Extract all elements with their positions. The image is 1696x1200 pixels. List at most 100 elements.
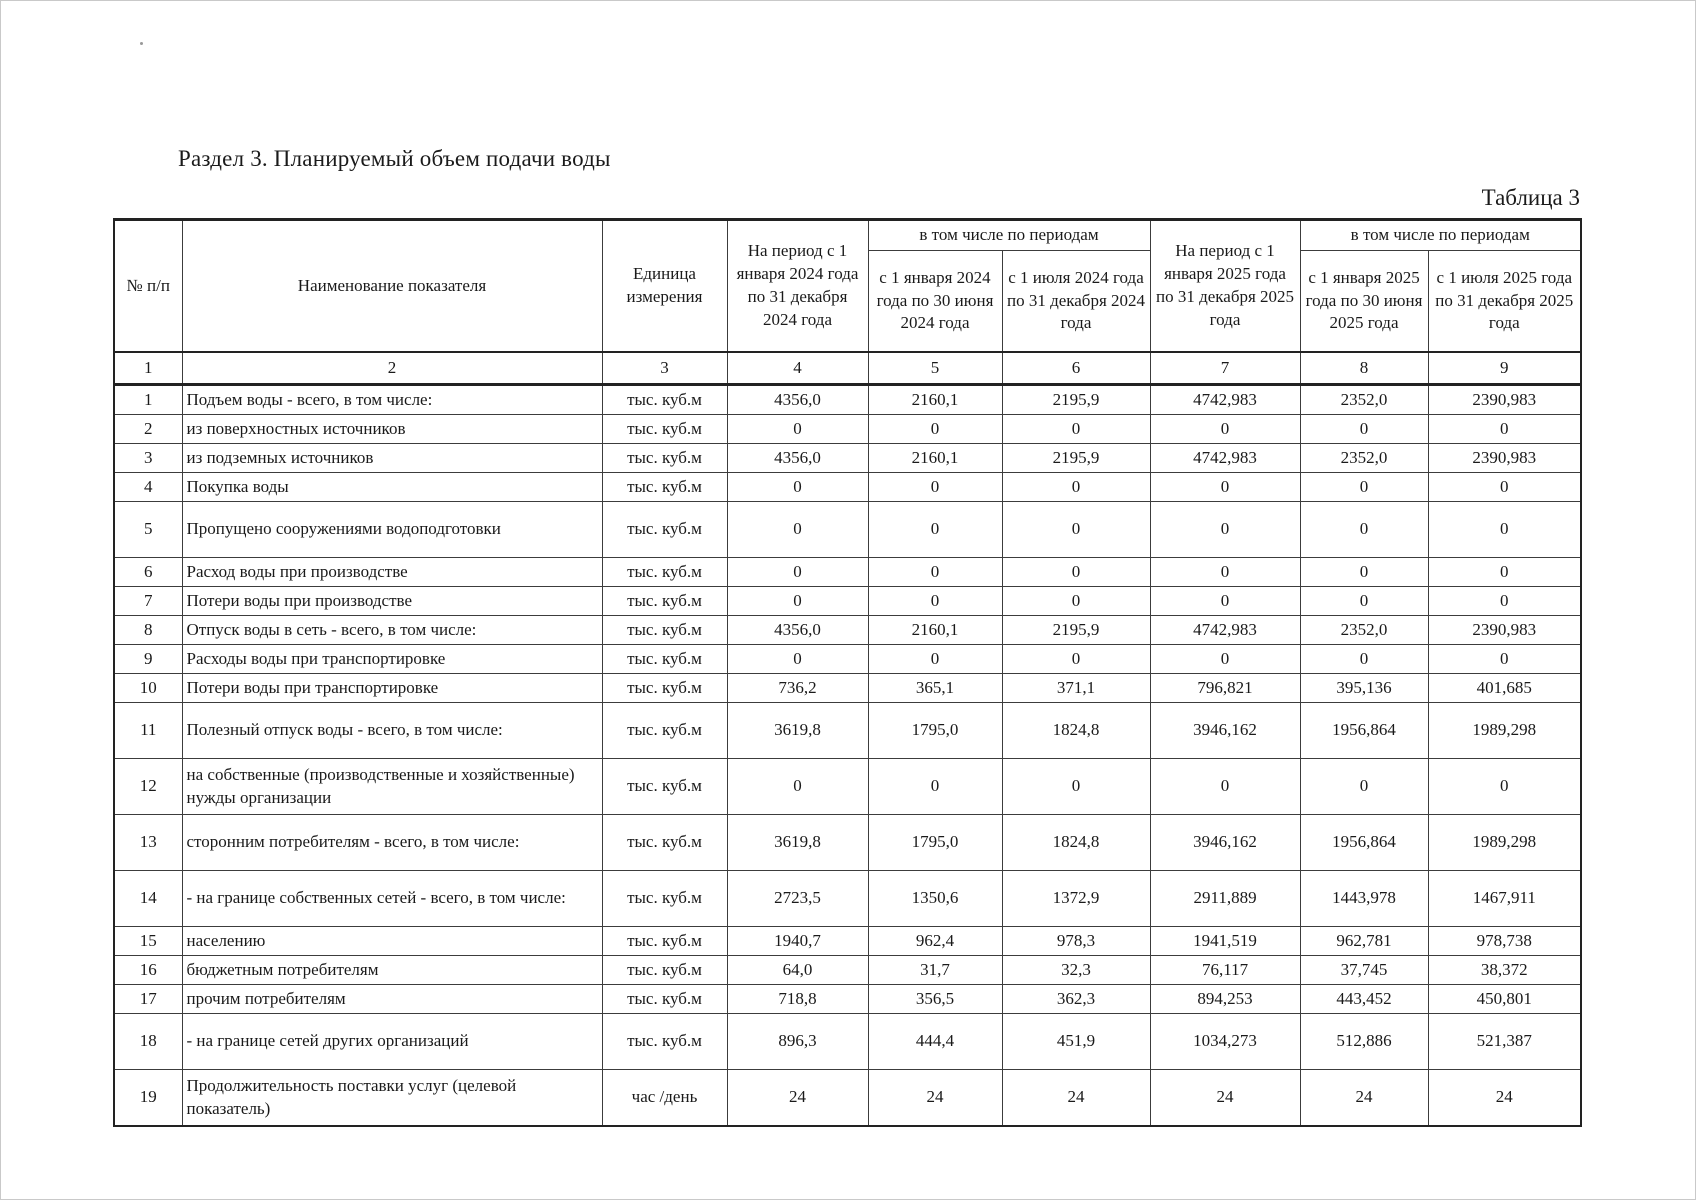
value-cell: 0: [1299, 414, 1429, 444]
value-cell: 2911,889: [1149, 870, 1301, 927]
unit-cell: тыс. куб.м: [601, 673, 728, 703]
table-row: 1 Подъем воды - всего, в том числе: тыс. к…: [113, 384, 1582, 415]
unit-cell: тыс. куб.м: [601, 1013, 728, 1070]
value-cell: 1350,6: [867, 870, 1003, 927]
value-cell: 31,7: [867, 955, 1003, 985]
page-title: Раздел 3. Планируемый объем подачи воды: [178, 146, 611, 171]
value-cell: 0: [1001, 472, 1151, 502]
value-cell: 0: [1149, 557, 1301, 587]
row-number-cell: 12: [113, 758, 183, 815]
column-number-cell: 4: [726, 351, 869, 386]
row-number-cell: 9: [113, 644, 183, 674]
value-cell: 1467,911: [1427, 870, 1582, 927]
value-cell: 362,3: [1001, 984, 1151, 1014]
row-number-cell: 11: [113, 702, 183, 759]
value-cell: 0: [1427, 501, 1582, 558]
column-number-cell: 2: [181, 351, 603, 386]
table-number-label: Таблица 3: [1481, 185, 1580, 210]
row-number-cell: 1: [113, 384, 183, 415]
value-cell: 0: [1299, 472, 1429, 502]
table-row: 12 на собственные (производственные и хоз…: [113, 758, 1582, 815]
value-cell: 1941,519: [1149, 926, 1301, 956]
value-cell: 0: [726, 586, 869, 616]
unit-cell: тыс. куб.м: [601, 926, 728, 956]
value-cell: 3619,8: [726, 702, 869, 759]
value-cell: 0: [867, 586, 1003, 616]
value-cell: 0: [1299, 501, 1429, 558]
table-header: № п/п Наименование показателя Единица из…: [113, 219, 1582, 386]
indicator-name-cell: сторонним потребителям - всего, в том чи…: [181, 814, 603, 871]
value-cell: 0: [867, 644, 1003, 674]
table-row: 18- на границе сетей других организаций т…: [113, 1013, 1582, 1070]
value-cell: 0: [726, 501, 869, 558]
row-number-cell: 3: [113, 443, 183, 473]
value-cell: 2352,0: [1299, 384, 1429, 415]
value-cell: 0: [1427, 758, 1582, 815]
indicator-name-cell: из поверхностных источников: [181, 414, 603, 444]
value-cell: 0: [1427, 557, 1582, 587]
value-cell: 1989,298: [1427, 702, 1582, 759]
value-cell: 2195,9: [1001, 384, 1151, 415]
table-body: 1 Подъем воды - всего, в том числе: тыс. к…: [113, 384, 1582, 1127]
header-including-2024: в том числе по периодам: [867, 219, 1151, 251]
unit-cell: тыс. куб.м: [601, 414, 728, 444]
unit-cell: тыс. куб.м: [601, 443, 728, 473]
header-half2-2025: с 1 июля 2025 года по 31 декабря 2025 го…: [1427, 250, 1582, 353]
value-cell: 0: [726, 644, 869, 674]
column-number-cell: 3: [601, 351, 728, 386]
value-cell: 0: [1299, 557, 1429, 587]
value-cell: 512,886: [1299, 1013, 1429, 1070]
value-cell: 443,452: [1299, 984, 1429, 1014]
indicator-name-cell: Продолжительность поставки услуг (целево…: [181, 1069, 603, 1127]
value-cell: 0: [867, 557, 1003, 587]
table-row: 9 Расходы воды при транспортировке тыс. ку…: [113, 644, 1582, 674]
unit-cell: тыс. куб.м: [601, 615, 728, 645]
indicator-name-cell: - на границе собственных сетей - всего, …: [181, 870, 603, 927]
table-row: 11 Полезный отпуск воды - всего, в том чи…: [113, 702, 1582, 759]
value-cell: 1824,8: [1001, 814, 1151, 871]
header-col-unit: Единица измерения: [601, 219, 728, 353]
unit-cell: тыс. куб.м: [601, 644, 728, 674]
value-cell: 2390,983: [1427, 384, 1582, 415]
value-cell: 76,117: [1149, 955, 1301, 985]
value-cell: 0: [1001, 501, 1151, 558]
table-row: 19 Продолжительность поставки услуг (целе…: [113, 1069, 1582, 1127]
value-cell: 2160,1: [867, 443, 1003, 473]
row-number-cell: 8: [113, 615, 183, 645]
value-cell: 0: [1149, 644, 1301, 674]
value-cell: 0: [1149, 586, 1301, 616]
indicator-name-cell: бюджетным потребителям: [181, 955, 603, 985]
value-cell: 736,2: [726, 673, 869, 703]
header-half1-2025: с 1 января 2025 года по 30 июня 2025 год…: [1299, 250, 1429, 353]
value-cell: 0: [1149, 472, 1301, 502]
row-number-cell: 2: [113, 414, 183, 444]
value-cell: 64,0: [726, 955, 869, 985]
value-cell: 0: [1299, 758, 1429, 815]
value-cell: 37,745: [1299, 955, 1429, 985]
value-cell: 444,4: [867, 1013, 1003, 1070]
value-cell: 1940,7: [726, 926, 869, 956]
row-number-cell: 5: [113, 501, 183, 558]
indicator-name-cell: Полезный отпуск воды - всего, в том числ…: [181, 702, 603, 759]
indicator-name-cell: Потери воды при производстве: [181, 586, 603, 616]
unit-cell: тыс. куб.м: [601, 702, 728, 759]
unit-cell: тыс. куб.м: [601, 984, 728, 1014]
row-number-cell: 16: [113, 955, 183, 985]
value-cell: 0: [1001, 644, 1151, 674]
row-number-cell: 13: [113, 814, 183, 871]
value-cell: 451,9: [1001, 1013, 1151, 1070]
value-cell: 365,1: [867, 673, 1003, 703]
value-cell: 2352,0: [1299, 443, 1429, 473]
indicator-name-cell: Расходы воды при транспортировке: [181, 644, 603, 674]
value-cell: 356,5: [867, 984, 1003, 1014]
table-row: 6 Расход воды при производстве тыс. куб.м 0…: [113, 557, 1582, 587]
value-cell: 0: [1149, 414, 1301, 444]
table-row: 8 Отпуск воды в сеть - всего, в том числе…: [113, 615, 1582, 645]
row-number-cell: 17: [113, 984, 183, 1014]
value-cell: 4356,0: [726, 615, 869, 645]
value-cell: 0: [1149, 501, 1301, 558]
value-cell: 0: [1427, 644, 1582, 674]
value-cell: 1795,0: [867, 814, 1003, 871]
value-cell: 3946,162: [1149, 702, 1301, 759]
value-cell: 1372,9: [1001, 870, 1151, 927]
